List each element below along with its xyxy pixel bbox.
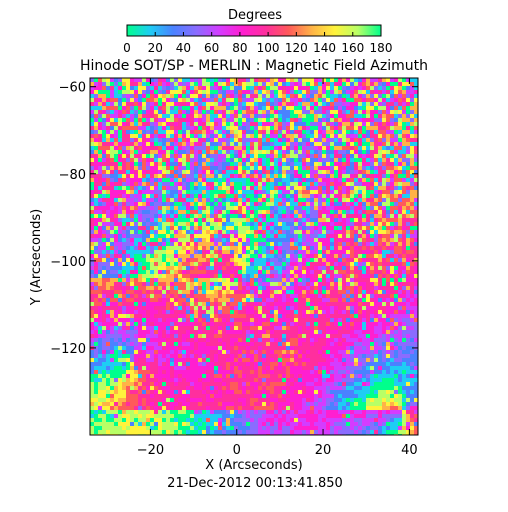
axis-ticks: −20 0 20 40 −60 −80 −100 −120 bbox=[50, 78, 418, 458]
colorbar-tick-label: 160 bbox=[341, 41, 364, 55]
x-tick-label: 20 bbox=[315, 443, 332, 458]
colorbar-ticks: 0 20 40 60 80 100 120 140 160 180 bbox=[123, 32, 392, 55]
y-tick-label: −80 bbox=[59, 168, 86, 183]
colorbar-tick-label: 20 bbox=[148, 41, 163, 55]
chart-title: Hinode SOT/SP - MERLIN : Magnetic Field … bbox=[80, 58, 428, 74]
y-tick-label: −100 bbox=[50, 255, 86, 270]
plot-frame bbox=[89, 77, 419, 436]
colorbar-label: Degrees bbox=[228, 8, 282, 23]
colorbar-tick-label: 180 bbox=[370, 41, 393, 55]
colorbar-tick-label: 120 bbox=[285, 41, 308, 55]
y-axis-label: Y (Arcseconds) bbox=[29, 209, 44, 306]
y-tick-label: −60 bbox=[59, 81, 86, 96]
x-tick-label: 0 bbox=[233, 443, 241, 458]
colorbar-tick-label: 0 bbox=[123, 41, 131, 55]
y-tick-label: −120 bbox=[50, 342, 86, 357]
timestamp: 21-Dec-2012 00:13:41.850 bbox=[167, 476, 343, 491]
colorbar-tick-label: 100 bbox=[257, 41, 280, 55]
colorbar-tick-label: 140 bbox=[313, 41, 336, 55]
x-tick-label: 40 bbox=[401, 443, 418, 458]
colorbar-tick-label: 80 bbox=[232, 41, 247, 55]
x-axis-label: X (Arcseconds) bbox=[205, 458, 302, 473]
x-tick-label: −20 bbox=[137, 443, 164, 458]
heatmap bbox=[90, 78, 418, 435]
colorbar bbox=[126, 24, 382, 37]
colorbar-tick-label: 40 bbox=[176, 41, 191, 55]
colorbar-tick-label: 60 bbox=[204, 41, 219, 55]
